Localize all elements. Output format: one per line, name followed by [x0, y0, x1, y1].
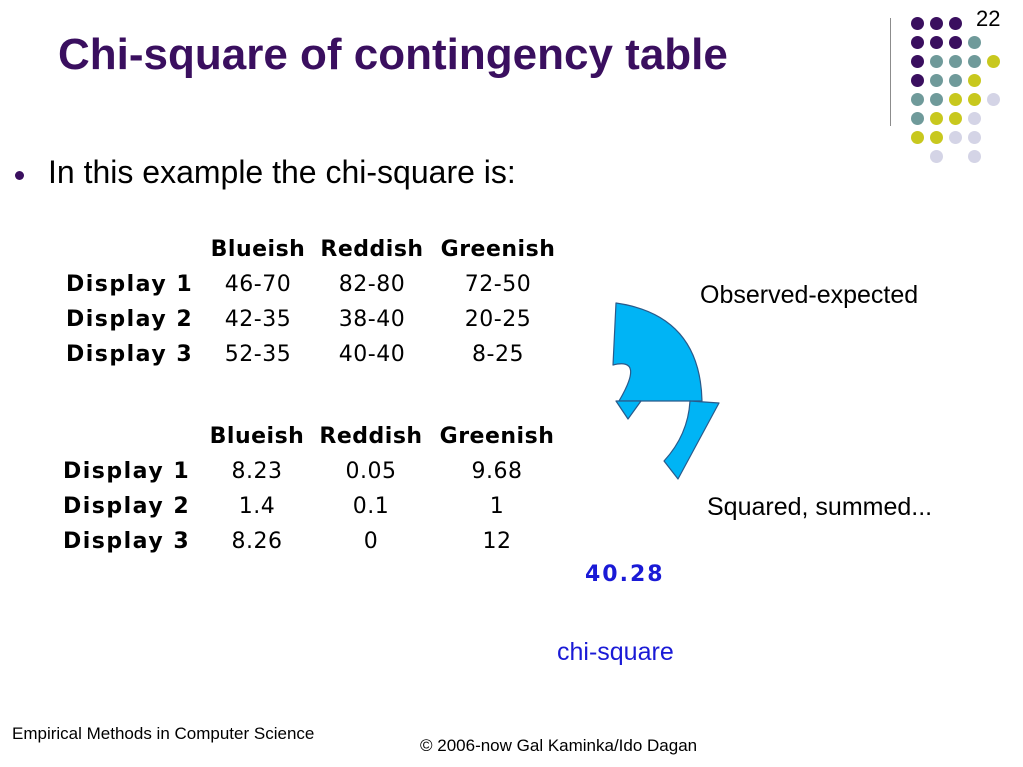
dot-lavender	[968, 112, 981, 125]
table-cell: 52-35	[224, 342, 292, 367]
table-cell: 8.23	[231, 459, 283, 484]
table-cell: 9.68	[471, 459, 523, 484]
dot-yellow	[968, 93, 981, 106]
table-header-row: Blueish Reddish Greenish	[63, 419, 561, 454]
slide-title: Chi-square of contingency table	[58, 30, 728, 79]
table-row: Display 1 8.23 0.05 9.68	[63, 454, 561, 489]
table-corner-cell	[66, 232, 206, 267]
row-label: Display 3	[66, 342, 194, 367]
dot-yellow	[949, 112, 962, 125]
dot-yellow	[987, 55, 1000, 68]
dot-lavender	[987, 93, 1000, 106]
table-row: Display 2 42-35 38-40 20-25	[66, 302, 562, 337]
dot-teal	[911, 93, 924, 106]
dot-purple	[911, 17, 924, 30]
row-label: Display 1	[66, 272, 194, 297]
dot-teal	[930, 74, 943, 87]
row-label: Display 2	[66, 307, 194, 332]
dot-purple	[949, 36, 962, 49]
dot-purple	[949, 17, 962, 30]
table-cell: 40-40	[338, 342, 406, 367]
observed-expected-table: Blueish Reddish Greenish Display 1 46-70…	[66, 232, 562, 372]
table-cell: 8.26	[231, 529, 283, 554]
dot-purple	[911, 74, 924, 87]
chi-square-total: 40.28	[585, 562, 665, 587]
column-header: Greenish	[439, 424, 555, 449]
dot-teal	[930, 55, 943, 68]
table-cell: 42-35	[224, 307, 292, 332]
observed-expected-note: Observed-expected	[700, 281, 919, 309]
dot-yellow	[949, 93, 962, 106]
table-header-row: Blueish Reddish Greenish	[66, 232, 562, 267]
dot-lavender	[930, 150, 943, 163]
dot-yellow	[930, 112, 943, 125]
table-row: Display 1 46-70 82-80 72-50	[66, 267, 562, 302]
bullet-dot	[15, 171, 24, 180]
footer-copyright: © 2006-now Gal Kaminka/Ido Dagan	[420, 736, 698, 755]
curved-arrow-icon	[612, 302, 720, 480]
table-cell: 82-80	[338, 272, 406, 297]
table-cell: 0.1	[352, 494, 390, 519]
row-label: Display 1	[63, 459, 191, 484]
table-row: Display 3 8.26 0 12	[63, 524, 561, 559]
column-header: Blueish	[210, 237, 306, 262]
slide-number: 22	[976, 6, 1001, 31]
dot-purple	[930, 36, 943, 49]
table-cell: 38-40	[338, 307, 406, 332]
squared-summed-note: Squared, summed...	[707, 493, 933, 521]
table-cell: 12	[482, 529, 512, 554]
table-corner-cell	[63, 419, 205, 454]
table-cell: 72-50	[464, 272, 532, 297]
dot-yellow	[968, 74, 981, 87]
table-cell: 8-25	[472, 342, 524, 367]
row-label: Display 2	[63, 494, 191, 519]
column-header: Reddish	[320, 237, 424, 262]
table-cell: 20-25	[464, 307, 532, 332]
dot-teal	[949, 74, 962, 87]
dot-yellow	[930, 131, 943, 144]
chi-square-label: chi-square	[557, 638, 674, 666]
dot-teal	[949, 55, 962, 68]
dot-yellow	[911, 131, 924, 144]
column-header: Reddish	[319, 424, 423, 449]
dot-lavender	[968, 150, 981, 163]
row-label: Display 3	[63, 529, 191, 554]
dot-teal	[930, 93, 943, 106]
dot-purple	[911, 55, 924, 68]
footer-course: Empirical Methods in Computer Science	[12, 724, 315, 743]
column-header: Greenish	[440, 237, 556, 262]
dot-lavender	[968, 131, 981, 144]
table-row: Display 3 52-35 40-40 8-25	[66, 337, 562, 372]
squared-table: Blueish Reddish Greenish Display 1 8.23 …	[63, 419, 561, 559]
dot-lavender	[949, 131, 962, 144]
table-cell: 1	[489, 494, 505, 519]
dot-purple	[930, 17, 943, 30]
dot-purple	[911, 36, 924, 49]
table-cell: 0.05	[345, 459, 397, 484]
dot-teal	[968, 36, 981, 49]
dot-teal	[968, 55, 981, 68]
bullet-text: In this example the chi-square is:	[48, 154, 516, 190]
dot-teal	[911, 112, 924, 125]
table-cell: 46-70	[224, 272, 292, 297]
vertical-divider	[890, 18, 891, 126]
table-cell: 1.4	[238, 494, 276, 519]
table-cell: 0	[363, 529, 379, 554]
column-header: Blueish	[209, 424, 305, 449]
table-row: Display 2 1.4 0.1 1	[63, 489, 561, 524]
